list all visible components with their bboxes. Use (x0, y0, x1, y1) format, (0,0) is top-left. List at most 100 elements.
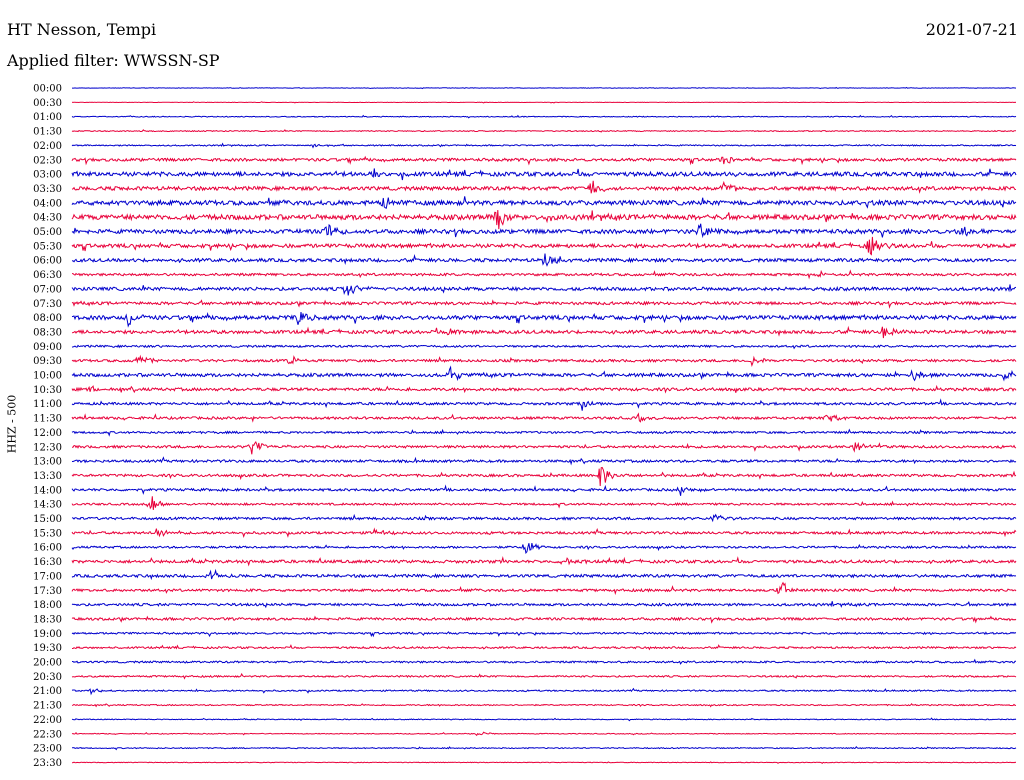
trace-line (71, 484, 1017, 496)
trace-line (71, 717, 1017, 722)
trace-line (71, 761, 1017, 764)
time-label: 08:30 (33, 327, 62, 338)
trace-line (71, 527, 1017, 538)
record-date: 2021-07-21 (925, 20, 1018, 39)
trace-line (71, 631, 1017, 638)
trace-line (71, 354, 1017, 368)
time-label: 17:30 (33, 586, 62, 597)
time-label: 22:30 (33, 729, 62, 740)
time-label: 12:30 (33, 442, 62, 453)
trace-line (71, 412, 1017, 423)
trace-line (71, 731, 1017, 737)
time-label: 06:30 (33, 270, 62, 281)
trace-line (71, 702, 1016, 708)
time-label: 21:30 (33, 701, 62, 712)
time-label: 05:30 (33, 241, 62, 252)
time-label: 02:00 (33, 141, 62, 152)
time-labels: 00:00 00:30 01:00 01:30 02:00 02:30 03:00 03:30… (33, 84, 62, 769)
time-label: 23:00 (33, 744, 62, 755)
time-label: 10:00 (33, 371, 62, 382)
time-label: 21:00 (33, 686, 62, 697)
time-label: 12:00 (33, 428, 62, 439)
trace-line (71, 496, 1017, 510)
time-label: 07:00 (33, 284, 62, 295)
trace-line (71, 456, 1017, 466)
time-label: 03:00 (33, 170, 62, 181)
trace-line (71, 581, 1017, 596)
trace-line (71, 513, 1017, 523)
filter-label: Applied filter: WWSSN-SP (7, 51, 220, 70)
time-label: 05:00 (33, 227, 62, 238)
trace-line (71, 129, 1017, 133)
trace-line (71, 466, 1017, 487)
trace-line (71, 325, 1017, 339)
time-label: 22:00 (33, 715, 62, 726)
time-label: 01:30 (33, 127, 62, 138)
trace-line (71, 555, 1017, 567)
time-label: 18:30 (33, 614, 62, 625)
time-label: 10:30 (33, 385, 62, 396)
trace-line (71, 168, 1017, 181)
time-label: 09:00 (33, 342, 62, 353)
time-label: 20:00 (33, 658, 62, 669)
trace-line (72, 658, 1016, 665)
trace-line (71, 142, 1017, 149)
seismic-traces (71, 86, 1017, 764)
trace-line (72, 269, 1017, 280)
trace-line (71, 428, 1017, 437)
trace-line (72, 86, 1017, 90)
trace-line (71, 180, 1017, 194)
trace-line (71, 542, 1017, 554)
time-label: 13:30 (33, 471, 62, 482)
time-label: 09:30 (33, 356, 62, 367)
trace-line (71, 223, 1017, 239)
trace-line (71, 299, 1017, 309)
time-label: 14:00 (33, 485, 62, 496)
trace-line (71, 615, 1017, 624)
trace-line (71, 672, 1017, 680)
trace-line (72, 440, 1017, 455)
time-label: 18:00 (33, 600, 62, 611)
trace-line (71, 196, 1017, 209)
time-label: 02:30 (33, 155, 62, 166)
time-label: 03:30 (33, 184, 62, 195)
time-label: 13:00 (33, 457, 62, 468)
trace-line (71, 284, 1017, 296)
time-label: 06:00 (33, 256, 62, 267)
time-label: 11:30 (33, 414, 62, 425)
trace-line (72, 746, 1017, 751)
time-label: 19:30 (33, 643, 62, 654)
time-label: 16:00 (33, 543, 62, 554)
time-label: 11:00 (33, 399, 62, 410)
time-label: 19:00 (33, 629, 62, 640)
trace-line (71, 114, 1017, 119)
trace-line (71, 155, 1017, 166)
trace-line (72, 644, 1017, 651)
time-label: 14:30 (33, 500, 62, 511)
time-label: 00:30 (33, 98, 62, 109)
time-label: 04:00 (33, 198, 62, 209)
trace-line (71, 236, 1017, 256)
time-label: 15:00 (33, 514, 62, 525)
trace-line (71, 253, 1017, 267)
trace-line (71, 687, 1017, 696)
trace-line (71, 311, 1017, 328)
trace-line (71, 101, 1017, 104)
time-label: 15:30 (33, 528, 62, 539)
trace-line (71, 601, 1017, 609)
trace-line (71, 344, 1017, 350)
time-label: 20:30 (33, 672, 62, 683)
trace-line (71, 209, 1017, 230)
time-label: 17:00 (33, 571, 62, 582)
trace-line (71, 365, 1017, 382)
time-label: 04:30 (33, 213, 62, 224)
trace-line (71, 384, 1017, 394)
time-label: 16:30 (33, 557, 62, 568)
time-label: 07:30 (33, 299, 62, 310)
time-label: 08:00 (33, 313, 62, 324)
station-title: HT Nesson, Tempi (7, 20, 157, 39)
trace-line (71, 398, 1017, 411)
time-label: 01:00 (33, 112, 62, 123)
time-label: 23:30 (33, 758, 62, 769)
